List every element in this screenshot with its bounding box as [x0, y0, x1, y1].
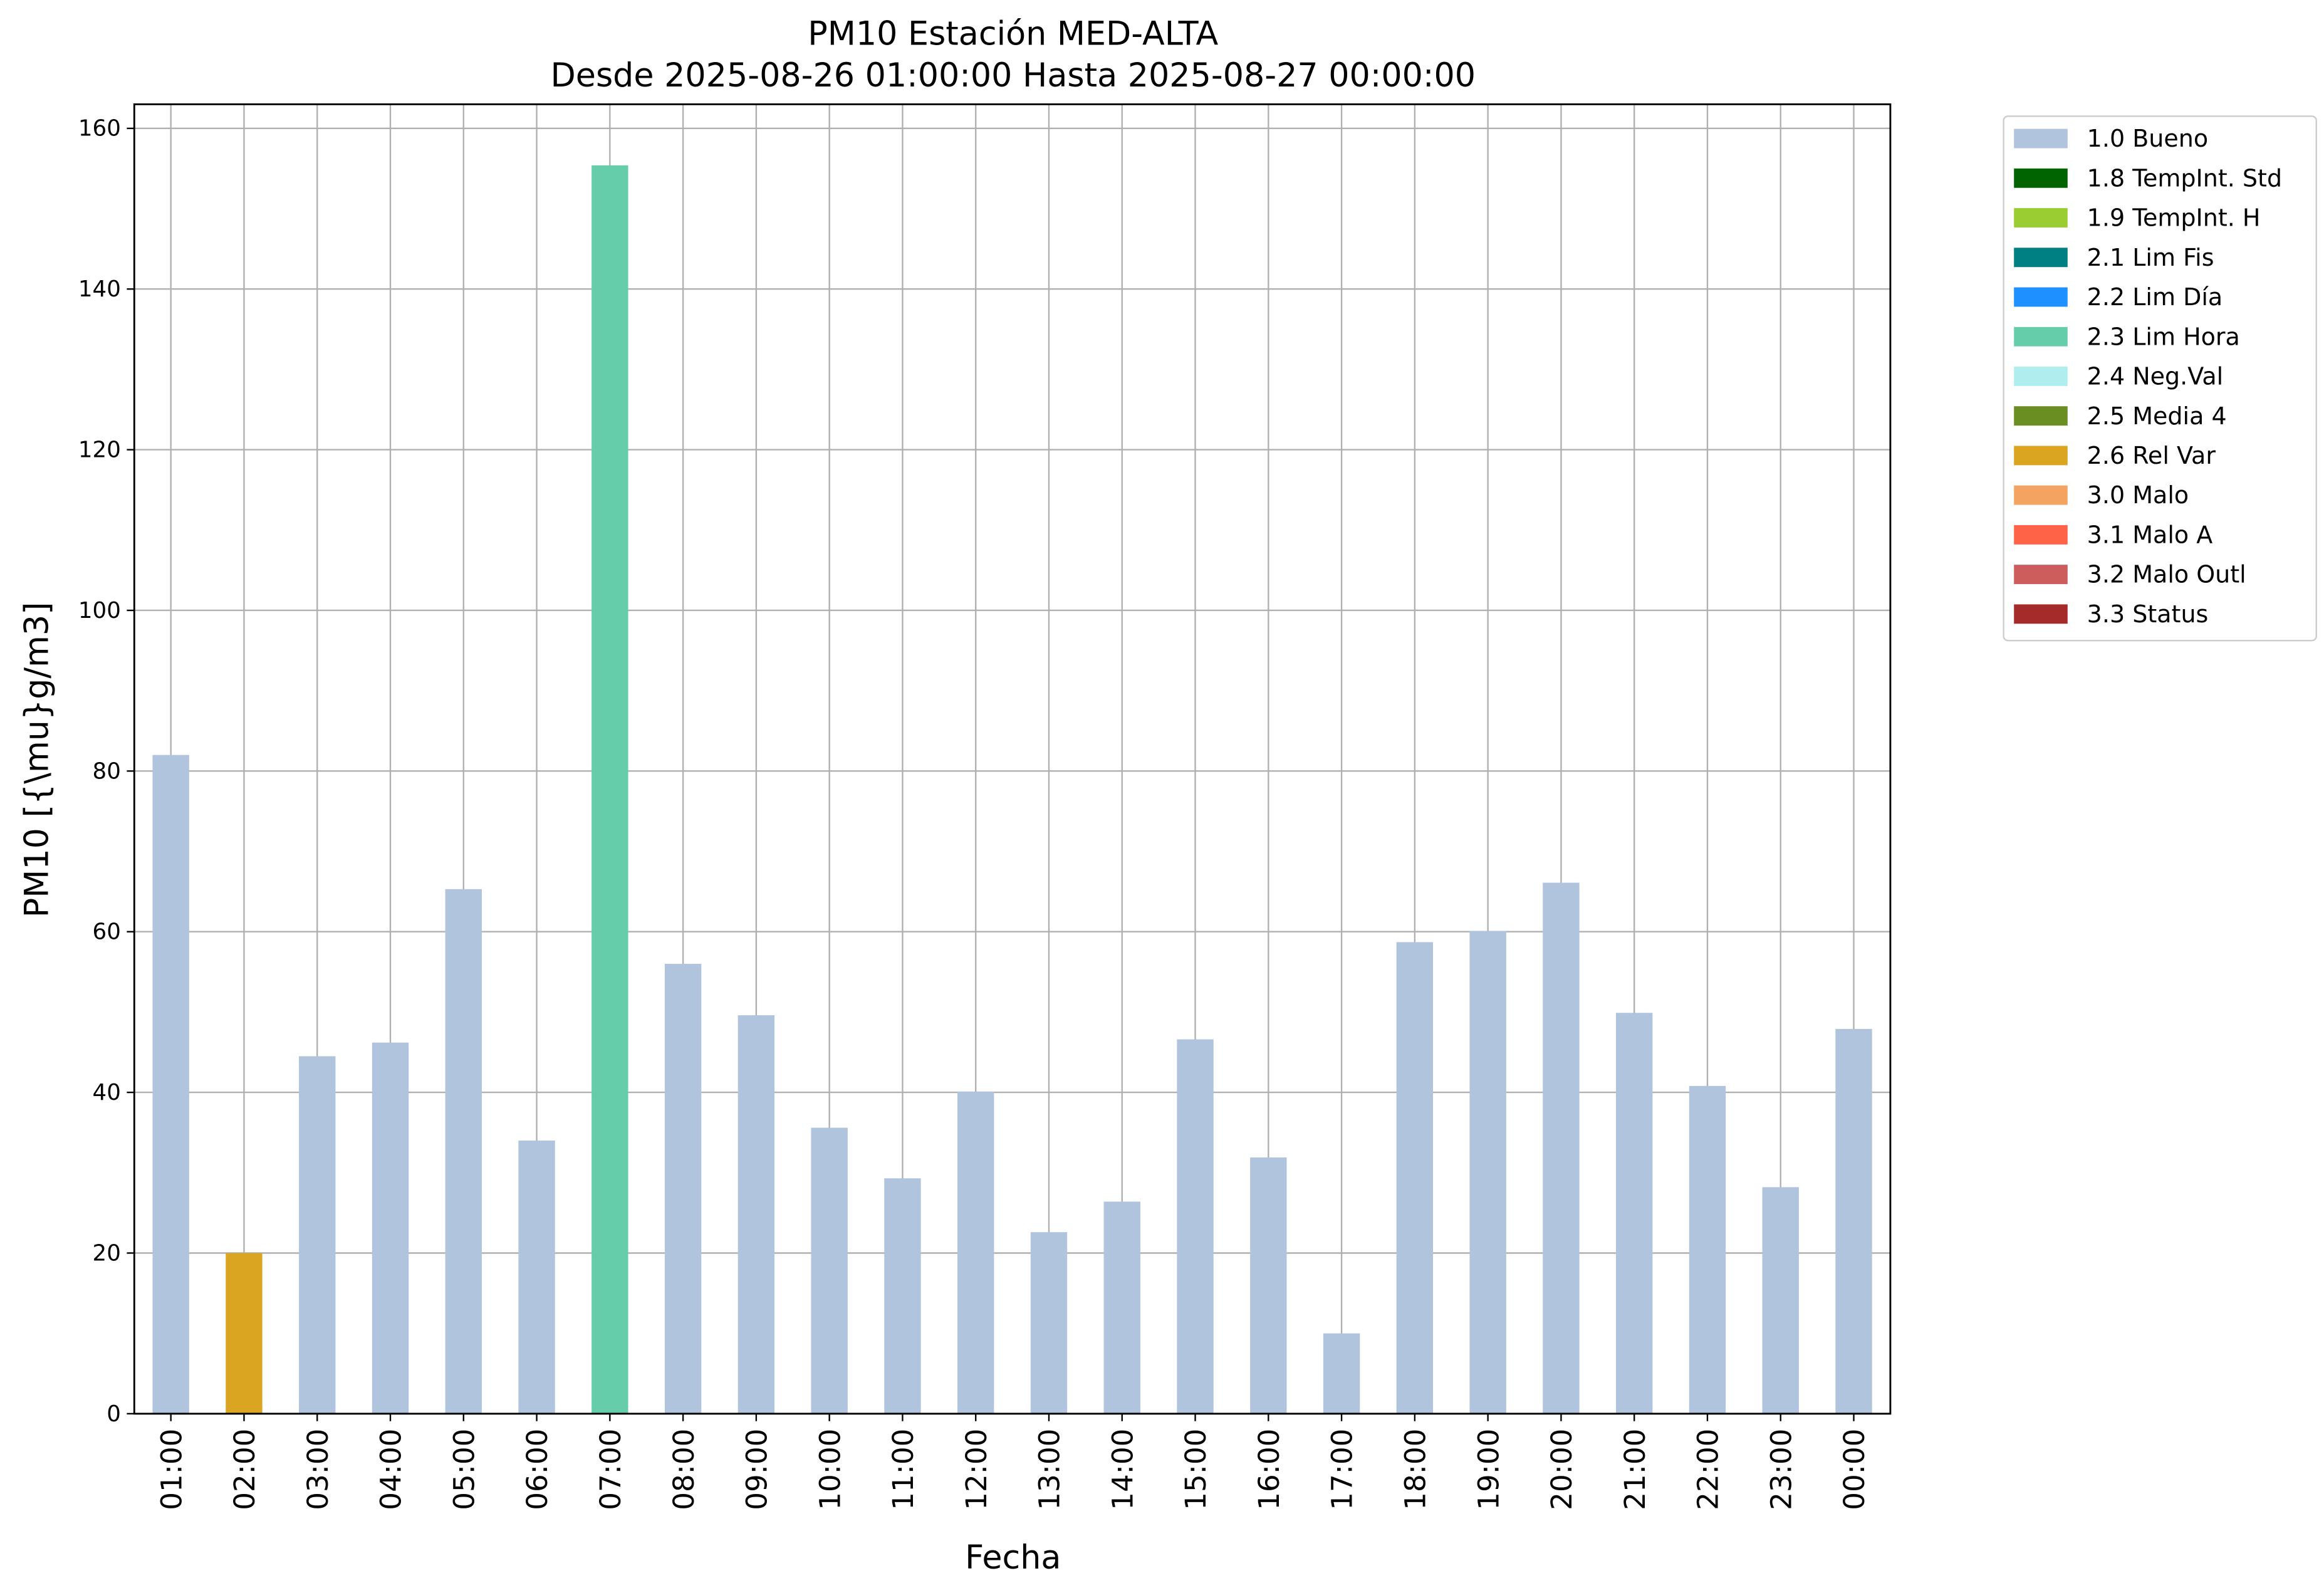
- legend-label: 3.3 Status: [2087, 600, 2209, 628]
- x-tick-label: 23:00: [1764, 1429, 1798, 1510]
- x-tick-label: 18:00: [1399, 1429, 1432, 1510]
- legend-swatch: [2014, 128, 2068, 149]
- bar: [226, 1253, 263, 1414]
- bar: [445, 889, 482, 1414]
- legend-label: 2.4 Neg.Val: [2087, 363, 2224, 390]
- x-tick-label: 02:00: [228, 1429, 261, 1510]
- legend-swatch: [2014, 208, 2068, 227]
- legend-label: 1.0 Bueno: [2087, 125, 2208, 152]
- x-tick-label: 11:00: [887, 1429, 920, 1510]
- legend-swatch: [2014, 326, 2068, 347]
- bar: [299, 1056, 336, 1414]
- legend-swatch: [2014, 406, 2068, 426]
- x-tick-label: 22:00: [1692, 1429, 1725, 1510]
- legend-label: 2.3 Lim Hora: [2087, 323, 2240, 350]
- x-tick-label: 10:00: [813, 1429, 847, 1510]
- bar: [1177, 1039, 1214, 1414]
- plot-area: [134, 104, 1890, 1415]
- legend-label: 2.1 Lim Fis: [2087, 244, 2214, 271]
- y-tick-label: 140: [78, 276, 121, 302]
- chart-title: PM10 Estación MED-ALTA: [808, 14, 1218, 53]
- bar: [152, 755, 189, 1414]
- bar: [737, 1015, 775, 1414]
- x-tick-label: 14:00: [1106, 1429, 1139, 1510]
- legend-swatch: [2014, 525, 2068, 545]
- plot-frame: [133, 103, 1892, 1415]
- bar: [664, 964, 702, 1414]
- legend-label: 1.8 TempInt. Std: [2087, 164, 2282, 192]
- bar: [1030, 1232, 1068, 1414]
- bar: [1103, 1201, 1140, 1414]
- bar: [1250, 1157, 1287, 1414]
- legend-box: [2003, 115, 2317, 642]
- legend-swatch: [2014, 287, 2068, 307]
- bar: [1396, 942, 1434, 1414]
- bar: [957, 1091, 994, 1414]
- y-tick-label: 60: [93, 919, 121, 945]
- x-tick-label: 08:00: [667, 1429, 701, 1510]
- legend-label: 3.2 Malo Outl: [2087, 561, 2246, 588]
- x-tick-label: 03:00: [301, 1429, 335, 1510]
- legend-swatch: [2014, 446, 2068, 466]
- bar: [591, 165, 628, 1414]
- x-tick-label: 04:00: [375, 1429, 408, 1510]
- bar: [1323, 1333, 1360, 1414]
- legend-swatch: [2014, 565, 2068, 585]
- legend-swatch: [2014, 604, 2068, 624]
- x-tick-label: 05:00: [447, 1429, 481, 1510]
- y-tick-label: 80: [93, 758, 121, 784]
- bar: [1762, 1187, 1799, 1414]
- legend-label: 2.6 Rel Var: [2087, 442, 2216, 469]
- x-tick-label: 16:00: [1253, 1429, 1286, 1510]
- x-tick-label: 15:00: [1179, 1429, 1212, 1510]
- y-tick-label: 40: [93, 1080, 121, 1105]
- bar: [1689, 1085, 1726, 1414]
- chart-subtitle: Desde 2025-08-26 01:00:00 Hasta 2025-08-…: [551, 56, 1476, 95]
- x-axis-label: Fecha: [965, 1538, 1061, 1577]
- legend-swatch: [2014, 485, 2068, 505]
- legend-label: 1.9 TempInt. H: [2087, 204, 2261, 232]
- legend-label: 3.1 Malo A: [2087, 521, 2213, 548]
- x-tick-label: 21:00: [1618, 1429, 1652, 1510]
- legend-swatch: [2014, 168, 2068, 188]
- y-tick-label: 0: [107, 1401, 121, 1427]
- x-tick-label: 00:00: [1838, 1429, 1871, 1510]
- x-tick-label: 12:00: [960, 1429, 993, 1510]
- x-tick-label: 07:00: [594, 1429, 627, 1510]
- bar: [1469, 931, 1506, 1414]
- legend-label: 3.0 Malo: [2087, 481, 2189, 509]
- bar: [1615, 1013, 1653, 1414]
- bar: [884, 1178, 921, 1414]
- x-tick-label: 13:00: [1033, 1429, 1066, 1510]
- bar: [1543, 882, 1580, 1414]
- x-tick-label: 17:00: [1326, 1429, 1359, 1510]
- x-tick-label: 19:00: [1472, 1429, 1505, 1510]
- y-tick-label: 160: [78, 116, 121, 142]
- x-tick-label: 20:00: [1545, 1429, 1578, 1510]
- legend-label: 2.2 Lim Día: [2087, 283, 2223, 311]
- bar: [1835, 1028, 1872, 1414]
- y-tick-label: 120: [78, 437, 121, 462]
- legend-swatch: [2014, 248, 2068, 268]
- x-tick-label: 06:00: [521, 1429, 554, 1510]
- x-tick-label: 09:00: [741, 1429, 774, 1510]
- y-tick-label: 100: [78, 598, 121, 624]
- y-tick-label: 20: [93, 1240, 121, 1266]
- bar: [372, 1042, 409, 1414]
- legend-label: 2.5 Media 4: [2087, 402, 2227, 430]
- x-tick-label: 01:00: [155, 1429, 188, 1510]
- legend-swatch: [2014, 367, 2068, 386]
- bar: [518, 1141, 555, 1414]
- y-axis-label: PM10 [{\mu}g/m3]: [18, 602, 56, 917]
- bar: [811, 1127, 848, 1414]
